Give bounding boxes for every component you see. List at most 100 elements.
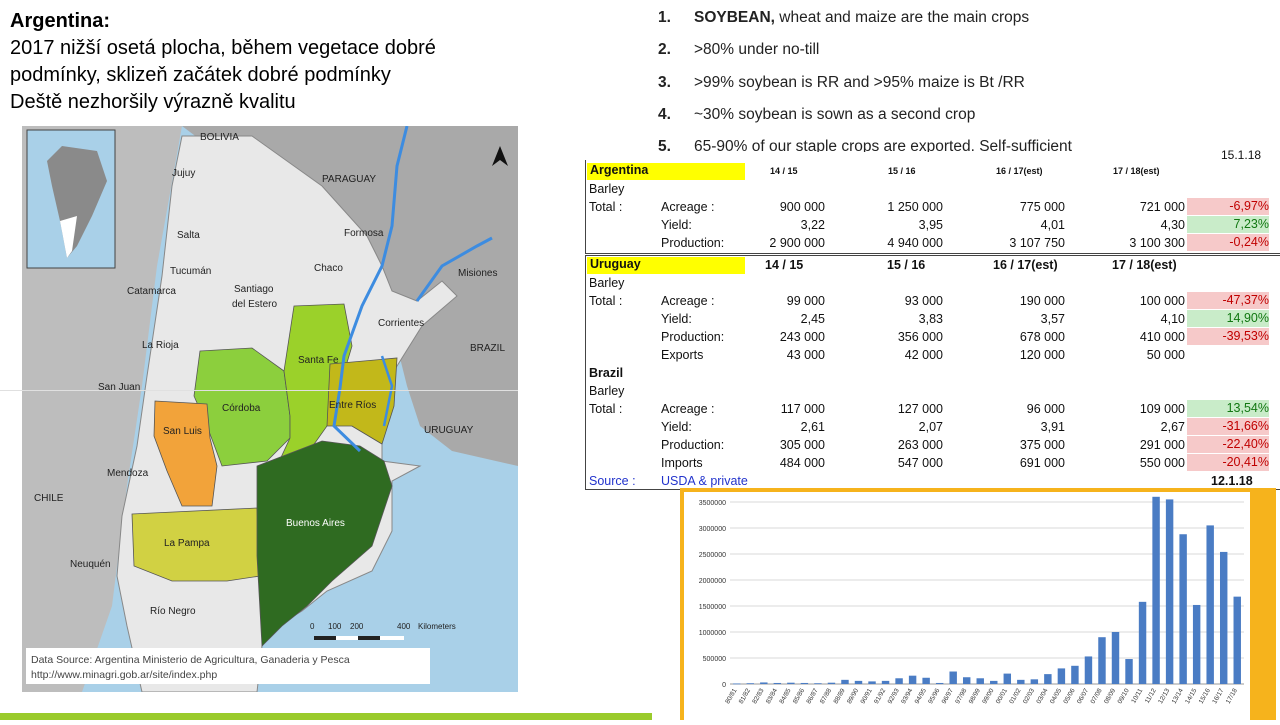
map-river	[332, 126, 409, 453]
bar	[908, 675, 917, 684]
change-badge: -31,66%	[1187, 418, 1269, 435]
bar	[1003, 673, 1012, 684]
map-label-misiones: Misiones	[458, 268, 497, 279]
x-tick-label: 97/98	[954, 687, 968, 705]
table-cell: 50 000	[1146, 348, 1185, 362]
bar	[1057, 668, 1066, 684]
list-number: 1.	[658, 9, 671, 26]
crop-label: Barley	[589, 384, 625, 398]
y-tick-label: 3500000	[699, 500, 726, 507]
bar	[760, 682, 768, 684]
slide-line-3: Deště nezhoršily výrazně kvalitu	[10, 91, 296, 113]
map-river	[380, 355, 394, 427]
map-label-jujuy: Jujuy	[172, 168, 195, 179]
x-tick-label: 06/07	[1076, 687, 1090, 705]
table-cell: 2,61	[800, 420, 825, 434]
country-argentina: Argentina	[587, 163, 745, 180]
bar	[922, 677, 930, 684]
bar	[1111, 632, 1120, 684]
country-brazil: Brazil	[589, 366, 624, 380]
list-text: >80% under no-till	[694, 41, 820, 58]
table-cell: 2,45	[800, 312, 825, 326]
map-neighbor-area	[182, 126, 518, 466]
bar	[1138, 601, 1147, 684]
bar	[827, 682, 836, 684]
x-tick-label: 95/96	[927, 687, 941, 705]
slide-divider	[0, 390, 518, 391]
uruguay-brazil-block	[585, 255, 1280, 490]
table-cell: 691 000	[1019, 456, 1065, 470]
x-tick-label: 84/85	[778, 687, 792, 705]
scale-tick-0: 0	[310, 622, 315, 631]
map-label-san-luis: San Luis	[163, 426, 202, 437]
change-badge: -47,37%	[1187, 292, 1269, 309]
x-tick-label: 82/83	[751, 687, 765, 705]
bar	[733, 683, 741, 685]
change-badge: -20,41%	[1187, 454, 1269, 471]
argentina-block	[585, 160, 1280, 254]
row-label: Acreage :	[661, 402, 715, 416]
table-cell: 42 000	[904, 348, 943, 362]
map-province-entre-rios	[326, 357, 398, 445]
table-cell: 356 000	[897, 330, 943, 344]
map-label-catamarca: Catamarca	[127, 286, 176, 297]
total-label: Total :	[589, 294, 623, 308]
scale-tick-200: 200	[350, 622, 364, 631]
list-text: >99% soybean is RR and >95% maize is Bt …	[694, 74, 1025, 91]
row-label: Yield:	[661, 312, 692, 326]
list-text: 65-90% of our staple crops are exported.…	[694, 138, 1072, 155]
map-label-bolivia: BOLIVIA	[200, 132, 239, 143]
crop-label: Barley	[589, 182, 625, 196]
table-cell: 2,67	[1160, 420, 1185, 434]
change-badge: -0,24%	[1187, 234, 1269, 251]
table-cell: 117 000	[780, 402, 825, 416]
x-tick-label: 91/92	[873, 687, 887, 705]
scale-unit: Kilometers	[418, 622, 456, 631]
list-number: 3.	[658, 74, 671, 91]
table-cell: 900 000	[779, 200, 825, 214]
bar	[976, 678, 984, 684]
list-strong: SOYBEAN,	[694, 9, 775, 26]
row-label: Yield:	[661, 218, 692, 232]
x-tick-label: 17/18	[1225, 687, 1239, 705]
x-tick-label: 87/88	[819, 687, 833, 705]
bar	[800, 682, 809, 684]
y-tick-label: 1000000	[699, 630, 726, 637]
y-tick-label: 500000	[703, 656, 726, 663]
bar	[1098, 637, 1106, 684]
bar	[1233, 596, 1241, 684]
x-tick-label: 83/84	[765, 687, 779, 705]
map-province-san-luis	[153, 400, 218, 507]
bar	[1071, 665, 1079, 684]
list-text: wheat and maize are the main crops	[774, 9, 1030, 26]
x-tick-label: 88/89	[833, 687, 847, 705]
country-uruguay: Uruguay	[587, 257, 745, 274]
x-tick-label: 14/15	[1184, 687, 1198, 705]
map-label-chaco: Chaco	[314, 263, 343, 274]
table-cell: 4,01	[1040, 218, 1065, 232]
bar	[1152, 496, 1160, 684]
bar	[949, 671, 957, 684]
map-label-la-pampa: La Pampa	[164, 538, 210, 549]
x-tick-label: 85/86	[792, 687, 806, 705]
row-label: Yield:	[661, 420, 692, 434]
x-tick-label: 04/05	[1049, 687, 1063, 705]
season-header: 16 / 17(est)	[993, 258, 1058, 272]
bar	[1206, 525, 1214, 684]
x-tick-label: 10/11	[1130, 687, 1144, 705]
map-label-san-juan: San Juan	[98, 382, 140, 393]
table-cell: 1 250 000	[887, 200, 943, 214]
bar	[1192, 604, 1201, 684]
table-cell: 4,10	[1160, 312, 1185, 326]
table-cell: 109 000	[1139, 402, 1185, 416]
map-source-line-1: Data Source: Argentina Ministerio de Agr…	[31, 654, 350, 666]
table-cell: 2 900 000	[769, 236, 825, 250]
row-label: Acreage :	[661, 200, 715, 214]
map-label-chile: CHILE	[34, 493, 64, 504]
bar	[895, 678, 903, 684]
table-cell: 3,91	[1040, 420, 1065, 434]
table-cell: 484 000	[779, 456, 825, 470]
table-cell: 305 000	[779, 438, 825, 452]
bar	[854, 680, 863, 684]
map-label-mendoza: Mendoza	[107, 468, 149, 479]
